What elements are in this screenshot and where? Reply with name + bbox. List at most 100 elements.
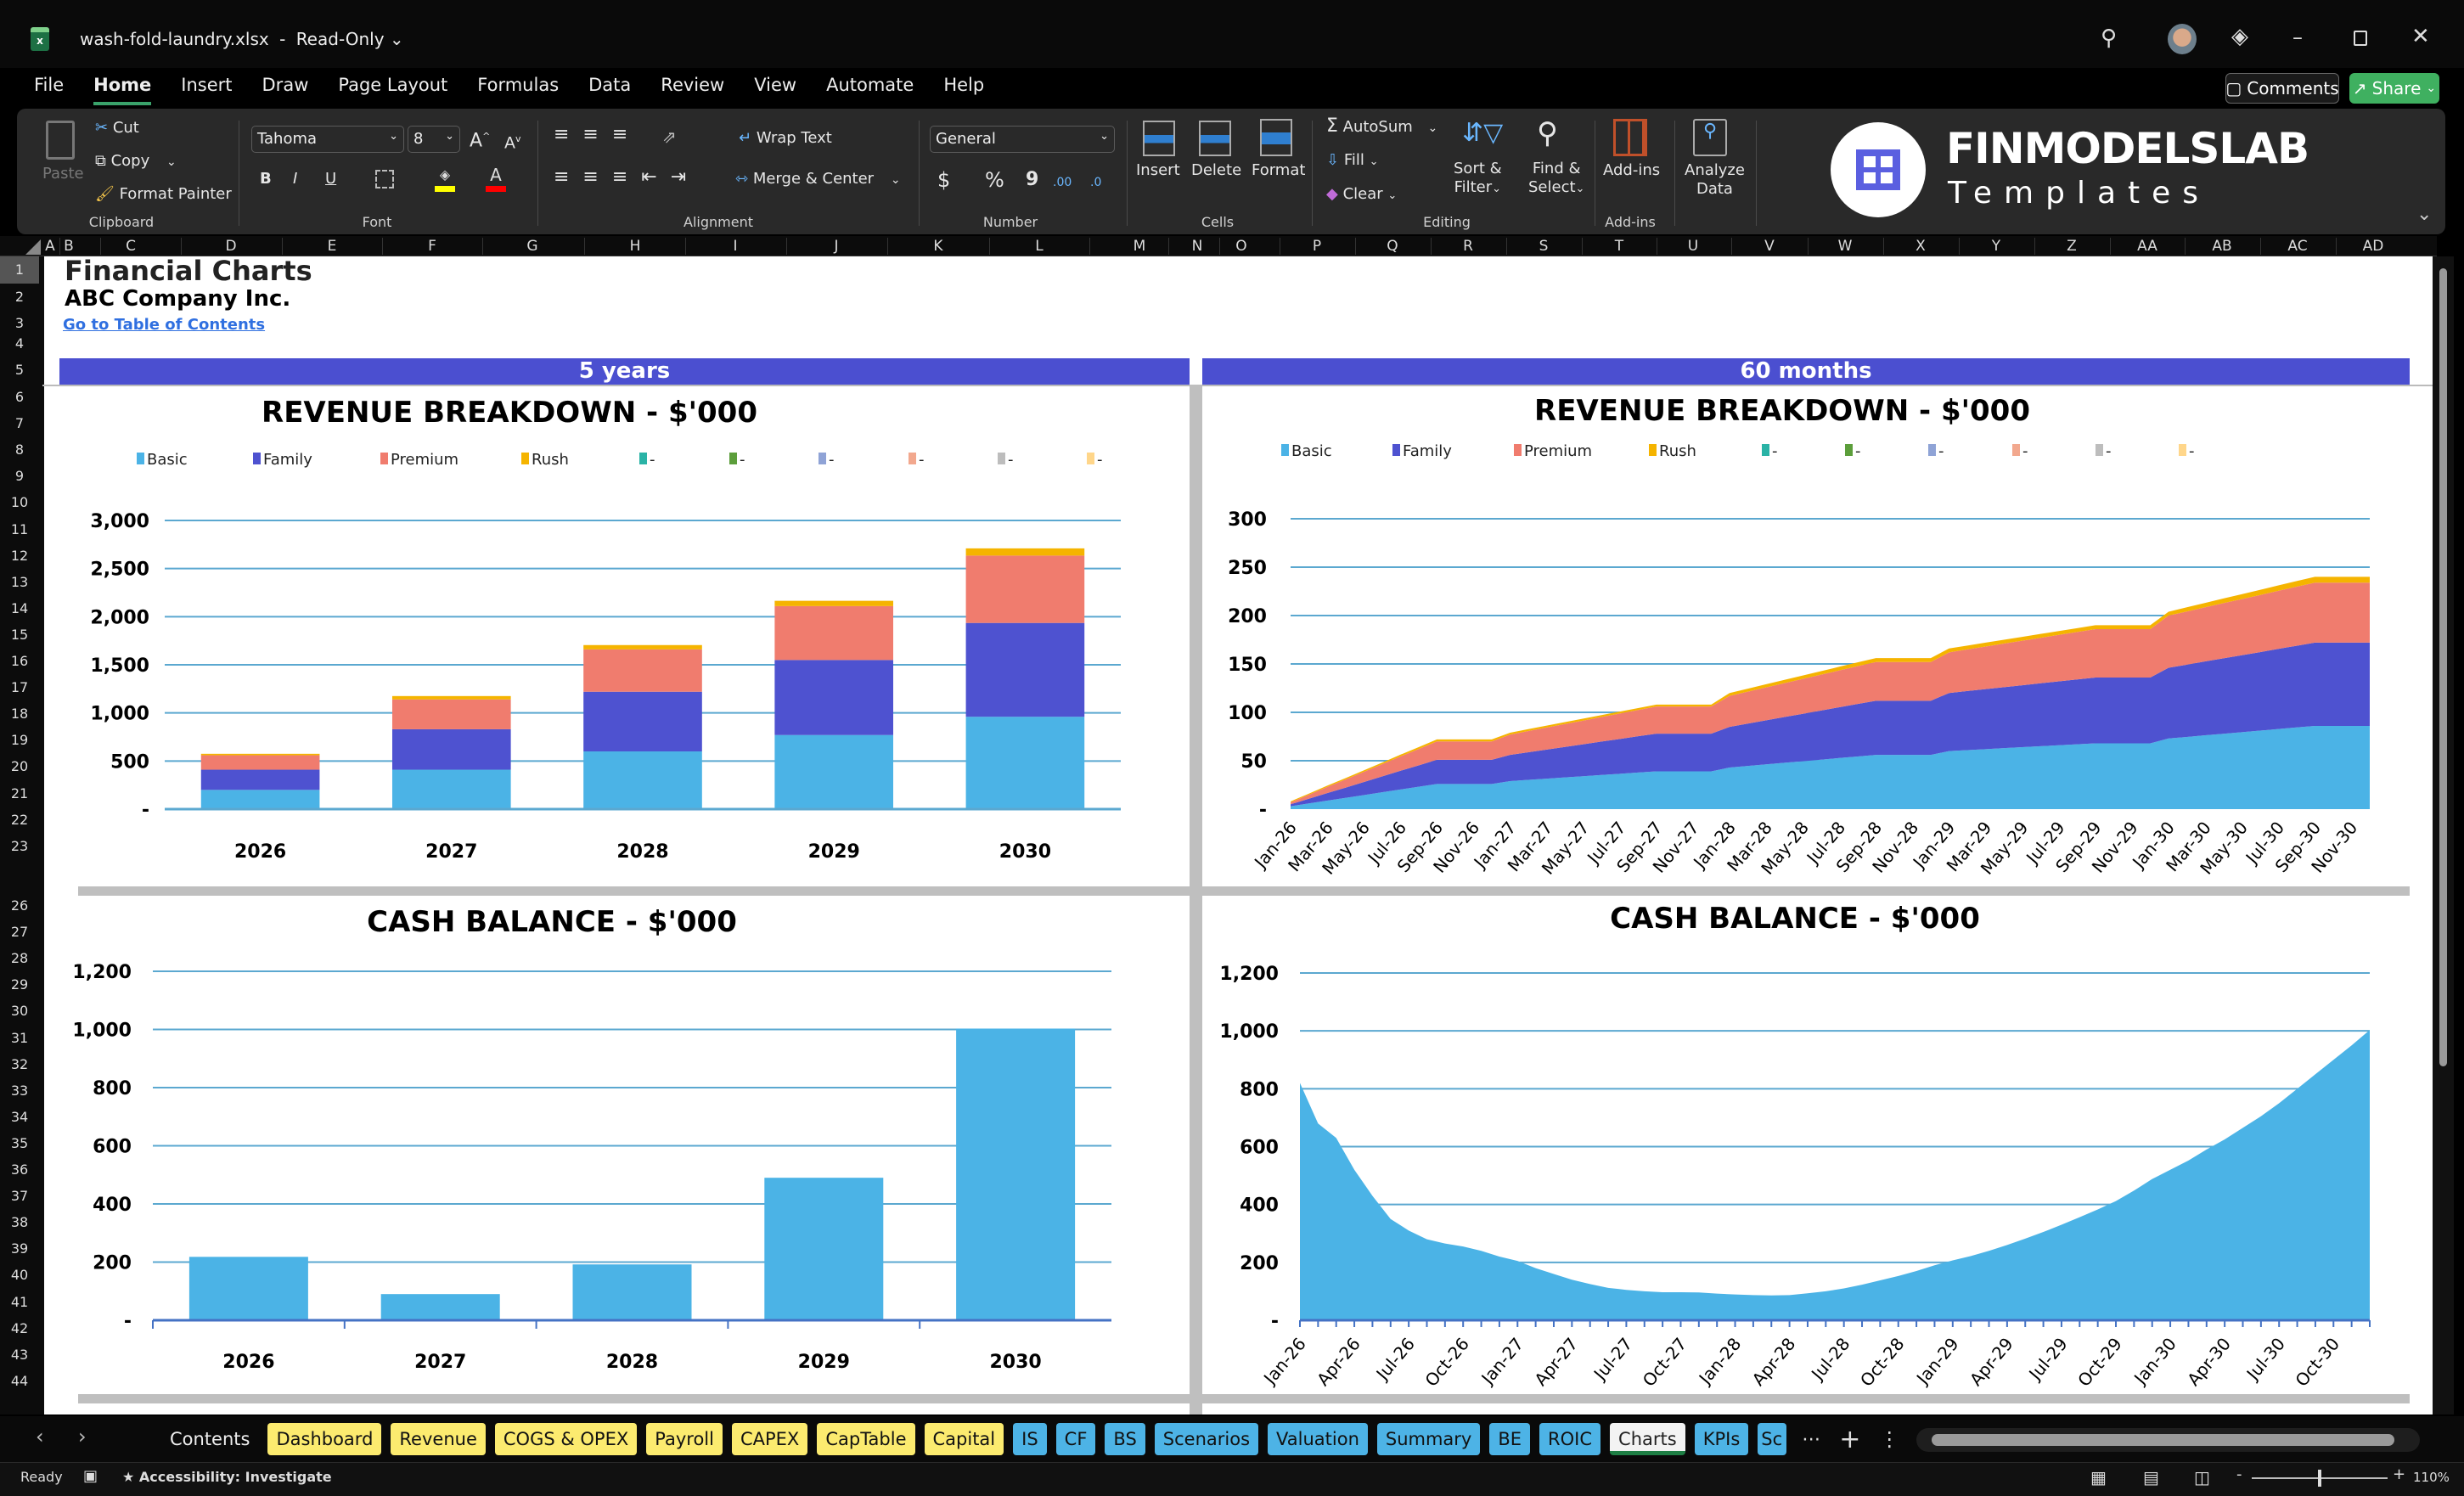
prev-sheet-icon[interactable]: ‹	[36, 1425, 44, 1448]
column-header-E[interactable]: E	[327, 238, 337, 255]
italic-button[interactable]: I	[293, 170, 298, 188]
underline-button[interactable]: U	[325, 170, 337, 188]
minimize-icon[interactable]: –	[2292, 25, 2303, 49]
zoom-slider-thumb[interactable]	[2318, 1470, 2321, 1487]
analyze-data-icon[interactable]: ⚲	[1693, 119, 1727, 156]
format-cells-button[interactable]: Format	[1252, 161, 1306, 179]
horizontal-scroll-thumb[interactable]	[1932, 1434, 2394, 1446]
sheet-tab-revenue[interactable]: Revenue	[391, 1423, 486, 1455]
font-color-icon[interactable]: A	[486, 165, 506, 192]
collapse-ribbon-icon[interactable]: ⌄	[2416, 204, 2433, 225]
add-sheet-icon[interactable]: +	[1839, 1424, 1861, 1454]
sheet-tab-capital[interactable]: Capital	[924, 1423, 1004, 1455]
column-header-L[interactable]: L	[1035, 238, 1044, 255]
borders-icon[interactable]	[375, 170, 394, 188]
decrease-decimal-button[interactable]: .0	[1090, 176, 1102, 189]
currency-button[interactable]: $	[937, 168, 951, 192]
comma-button[interactable]: 9	[1026, 169, 1039, 190]
row-header-12[interactable]: 12	[10, 548, 29, 564]
merge-center-button[interactable]: ⇿ Merge & Center ⌄	[735, 170, 901, 189]
row-header-18[interactable]: 18	[10, 706, 29, 722]
column-header-AD[interactable]: AD	[2362, 238, 2384, 255]
row-header-39[interactable]: 39	[10, 1240, 29, 1257]
row-header-2[interactable]: 2	[14, 289, 25, 305]
menu-tab-help[interactable]: Help	[943, 75, 985, 95]
row-header-1[interactable]: 1	[0, 256, 39, 284]
row-header-5[interactable]: 5	[14, 362, 25, 378]
font-size-select[interactable]: 8 ⌄	[408, 126, 460, 153]
column-header-D[interactable]: D	[225, 238, 237, 255]
row-header-26[interactable]: 26	[10, 897, 29, 914]
addins-button[interactable]: Add-ins	[1603, 161, 1661, 179]
row-header-33[interactable]: 33	[10, 1083, 29, 1099]
column-header-H[interactable]: H	[629, 238, 641, 255]
copy-button[interactable]: ⧉ Copy ⌄	[95, 152, 177, 172]
column-header-X[interactable]: X	[1916, 238, 1926, 255]
row-header-15[interactable]: 15	[10, 627, 29, 643]
more-sheets-icon[interactable]: ⋯	[1802, 1428, 1821, 1450]
accessibility-status[interactable]: ★ Accessibility: Investigate	[122, 1469, 332, 1485]
autosum-button[interactable]: Σ AutoSum ⌄	[1326, 117, 1437, 138]
row-header-37[interactable]: 37	[10, 1188, 29, 1204]
insert-cells-button[interactable]: Insert	[1136, 161, 1180, 179]
sheet-tab-kpis[interactable]: KPIs	[1694, 1423, 1749, 1455]
column-header-B[interactable]: B	[64, 238, 74, 255]
wrap-text-button[interactable]: ↵ Wrap Text	[739, 129, 832, 148]
row-header-34[interactable]: 34	[10, 1109, 29, 1125]
next-sheet-icon[interactable]: ›	[78, 1425, 87, 1448]
column-header-N[interactable]: N	[1191, 238, 1203, 255]
horizontal-scrollbar[interactable]	[1916, 1428, 2420, 1452]
table-of-contents-link[interactable]: Go to Table of Contents	[63, 316, 266, 334]
row-header-10[interactable]: 10	[10, 494, 29, 510]
restore-icon[interactable]	[2354, 31, 2367, 46]
diamond-icon[interactable]: ◈	[2231, 24, 2248, 49]
column-header-F[interactable]: F	[428, 238, 436, 255]
sort-filter-button[interactable]: Sort & Filter⌄	[1454, 160, 1502, 199]
orientation-icon[interactable]: ⇗	[662, 127, 677, 147]
column-header-W[interactable]: W	[1837, 238, 1853, 255]
row-header-38[interactable]: 38	[10, 1214, 29, 1230]
format-painter-button[interactable]: 🖌 Format Painter	[95, 185, 232, 204]
row-header-21[interactable]: 21	[10, 785, 29, 801]
sheet-tab-bs[interactable]: BS	[1105, 1423, 1145, 1455]
vertical-scroll-thumb[interactable]	[2439, 268, 2447, 1066]
row-header-20[interactable]: 20	[10, 758, 29, 774]
delete-cells-icon[interactable]	[1199, 121, 1231, 156]
column-header-AA[interactable]: AA	[2137, 238, 2157, 255]
worksheet[interactable]	[44, 256, 2433, 1414]
vertical-align-icons[interactable]: ≡≡≡	[554, 124, 642, 145]
page-break-view-icon[interactable]: ◫	[2194, 1467, 2210, 1488]
close-icon[interactable]: ✕	[2411, 24, 2430, 49]
row-header-9[interactable]: 9	[14, 468, 25, 484]
row-header-35[interactable]: 35	[10, 1135, 29, 1151]
row-header-43[interactable]: 43	[10, 1347, 29, 1363]
menu-tab-formulas[interactable]: Formulas	[477, 75, 560, 95]
row-header-22[interactable]: 22	[10, 812, 29, 828]
avatar[interactable]	[2168, 24, 2197, 54]
sheet-tab-sc[interactable]: Sc	[1758, 1423, 1787, 1455]
cut-button[interactable]: ✂ Cut	[95, 119, 139, 138]
row-header-11[interactable]: 11	[10, 521, 29, 537]
column-header-O[interactable]: O	[1235, 238, 1247, 255]
menu-tab-review[interactable]: Review	[661, 75, 725, 95]
column-header-C[interactable]: C	[126, 238, 136, 255]
fill-button[interactable]: ⇩ Fill ⌄	[1326, 151, 1379, 172]
format-cells-icon[interactable]	[1260, 119, 1292, 156]
row-header-19[interactable]: 19	[10, 732, 29, 748]
column-header-P[interactable]: P	[1312, 238, 1322, 255]
row-header-30[interactable]: 30	[10, 1003, 29, 1019]
normal-view-icon[interactable]: ▦	[2090, 1467, 2107, 1488]
column-header-G[interactable]: G	[526, 238, 538, 255]
zoom-in-button[interactable]: +	[2393, 1465, 2406, 1483]
page-layout-view-icon[interactable]: ▤	[2143, 1467, 2159, 1488]
sheet-tab-roic[interactable]: ROIC	[1539, 1423, 1601, 1455]
sheet-tab-summary[interactable]: Summary	[1376, 1423, 1481, 1455]
paste-button[interactable]: Paste	[42, 165, 84, 183]
comments-button[interactable]: ▢ Comments	[2225, 73, 2339, 104]
row-header-16[interactable]: 16	[10, 653, 29, 669]
row-header-27[interactable]: 27	[10, 924, 29, 940]
sheet-tab-dashboard[interactable]: Dashboard	[267, 1423, 382, 1455]
sheet-tab-valuation[interactable]: Valuation	[1268, 1423, 1368, 1455]
menu-tab-view[interactable]: View	[754, 75, 797, 95]
bold-button[interactable]: B	[260, 170, 272, 188]
